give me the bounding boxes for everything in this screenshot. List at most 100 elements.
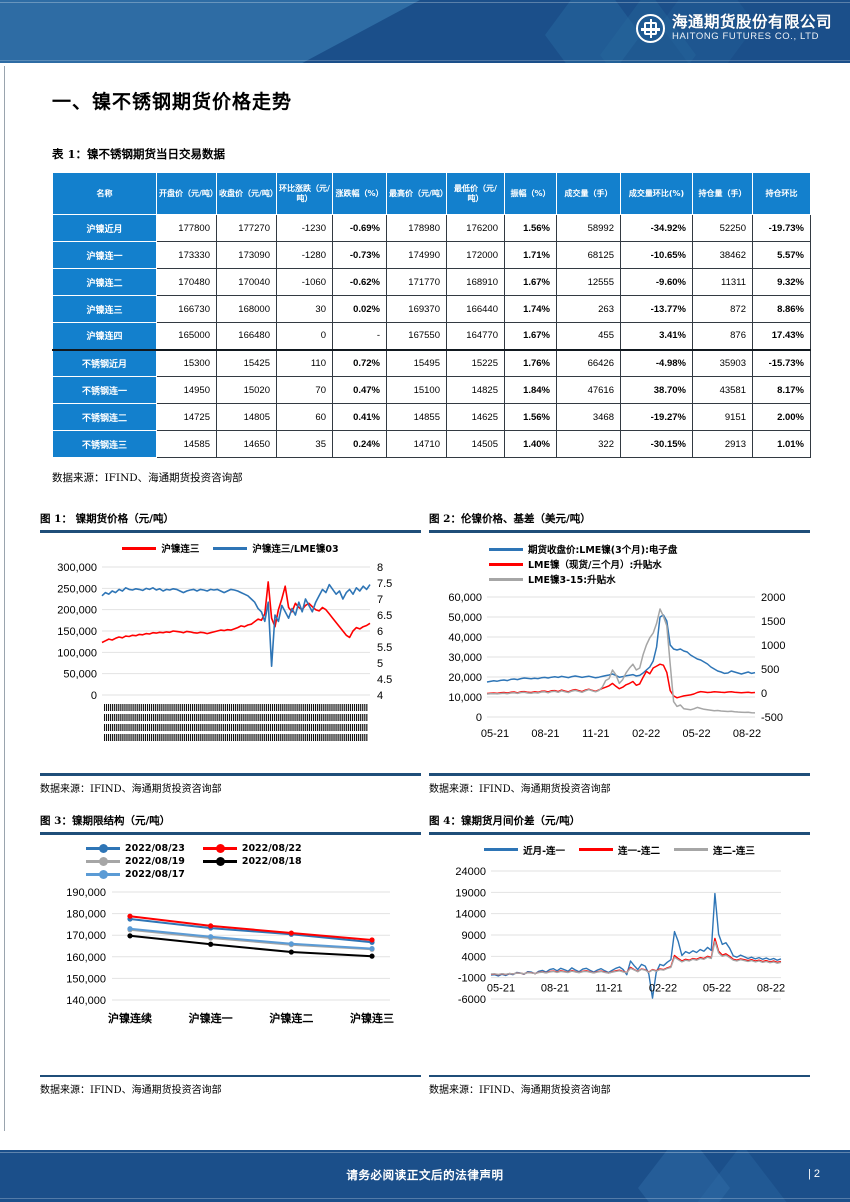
chart-1-title: 图 1： 镍期货价格（元/吨）	[40, 513, 174, 525]
chart-2-source: 数据来源：IFIND、海通期货投资咨询部	[429, 783, 611, 795]
chart-3-legend: 2022/08/23 2022/08/22 2022/08/19 2022/08…	[40, 835, 421, 882]
cell-amplitude: 1.71%	[504, 241, 557, 269]
cell-change-pct: -	[332, 322, 387, 350]
cell-close: 14805	[216, 403, 277, 431]
cell-volume: 47616	[556, 376, 621, 404]
cell-open: 165000	[156, 322, 217, 350]
col-close: 收盘价（元/吨）	[216, 172, 278, 215]
cell-change: -1060	[276, 268, 333, 296]
cell-change: 70	[276, 376, 333, 404]
table-row: 沪镍近月 177800 177270 -1230 -0.69% 178980 176200 1…	[52, 214, 811, 242]
svg-text:2000: 2000	[761, 592, 785, 604]
col-open: 开盘价（元/吨）	[156, 172, 218, 215]
legend-label: 连一-连二	[618, 845, 660, 857]
table-row: 沪镍连二 170480 170040 -1060 -0.62% 171770 168910 1…	[52, 268, 811, 296]
svg-text:05-22: 05-22	[683, 728, 711, 740]
svg-text:05-21: 05-21	[487, 982, 515, 994]
col-oi-change: 持仓环比	[752, 172, 811, 215]
svg-text:-1000: -1000	[458, 972, 486, 984]
legend-item: 2022/08/22	[202, 843, 302, 854]
banner-hairline-bottom	[0, 60, 850, 61]
cell-amplitude: 1.56%	[504, 214, 557, 242]
svg-text:沪镍连二: 沪镍连二	[269, 1011, 313, 1025]
cell-openinterest: 872	[692, 295, 753, 323]
cell-volume: 66426	[556, 348, 621, 377]
chart-1-plot-area: 沪镍连三 沪镍连三/LME镍03 0 50,000 100,000 150,000 20…	[40, 533, 421, 773]
legend-item: 2022/08/23	[86, 843, 185, 854]
svg-text:150,000: 150,000	[66, 973, 106, 985]
table-row: 不锈钢连二 14725 14805 60 0.41% 14855 14625 1.56% 346…	[52, 403, 811, 431]
chart-3-rule-top	[40, 831, 421, 835]
page-content: 一、镍不锈钢期货价格走势 表 1：镍不锈钢期货当日交易数据 名称 开盘价（元/吨…	[0, 63, 850, 1114]
page-header-banner: 海通期货股份有限公司 HAITONG FUTURES CO., LTD	[0, 0, 850, 63]
svg-text:160,000: 160,000	[66, 951, 106, 963]
cell-high: 15495	[386, 348, 447, 377]
cell-amplitude: 1.67%	[504, 322, 557, 350]
legend-swatch-red	[122, 546, 157, 550]
cell-amplitude: 1.76%	[504, 348, 557, 377]
table-row: 沪镍连一 173330 173090 -1280 -0.73% 174990 172000 1…	[52, 241, 811, 269]
cell-change-pct: 0.41%	[332, 403, 387, 431]
row-name: 沪镍连二	[52, 268, 157, 296]
cell-openinterest: 2913	[692, 430, 753, 458]
svg-text:6.5: 6.5	[377, 610, 392, 622]
charts-grid: 图 1： 镍期货价格（元/吨） 沪镍连三 沪镍连三/LME镍03 0 50,000…	[0, 511, 850, 1114]
svg-text:08-21: 08-21	[541, 982, 569, 994]
legend-item: 沪镍连三	[122, 541, 199, 555]
cell-change: 0	[276, 322, 333, 350]
cell-close: 166480	[216, 322, 277, 350]
svg-text:7: 7	[377, 594, 383, 606]
legend-item: LME镍（现货/三个月）:升贴水	[489, 557, 804, 571]
legend-item: LME镍3-15:升贴水	[489, 572, 804, 586]
banner-light-shape	[0, 0, 420, 63]
cell-high: 14855	[386, 403, 447, 431]
svg-text:-500: -500	[761, 712, 783, 724]
col-volume: 成交量（手）	[556, 172, 621, 215]
legend-label: 沪镍连三/LME镍03	[252, 544, 339, 555]
footer-hairline-bottom	[0, 1198, 850, 1199]
cell-open: 170480	[156, 268, 217, 296]
svg-text:6: 6	[377, 626, 383, 638]
chart-3-plot-area: 2022/08/23 2022/08/22 2022/08/19 2022/08…	[40, 834, 421, 1075]
legend-item: 2022/08/17	[86, 869, 185, 880]
svg-text:0: 0	[91, 690, 97, 702]
legend-label: 近月-连一	[523, 845, 566, 857]
col-name: 名称	[52, 172, 157, 215]
footer-notice: 请务必阅读正文后的法律声明	[346, 1168, 504, 1182]
cell-open: 15300	[156, 348, 217, 377]
cell-volume: 3468	[556, 403, 621, 431]
chart-1-rule-top	[40, 530, 421, 533]
table-row: 沪镍连四 165000 166480 0-167550 164770 1.67% 455 3.…	[52, 322, 811, 350]
legend-swatch-blue	[484, 848, 519, 851]
svg-text:250,000: 250,000	[57, 583, 97, 595]
table-caption: 表 1：镍不锈钢期货当日交易数据	[52, 147, 226, 161]
cell-high: 174990	[386, 241, 447, 269]
chart-3-rule-bottom	[40, 1074, 421, 1077]
svg-text:100,000: 100,000	[57, 647, 97, 659]
col-openinterest: 持仓量（手）	[692, 172, 753, 215]
chart-4-title: 图 4：镍期货月间价差（元/吨）	[429, 814, 581, 827]
cell-volume-change: -30.15%	[620, 430, 693, 458]
cell-change: 35	[276, 430, 333, 458]
legend-swatch-gray	[489, 577, 523, 581]
cell-openinterest: 38462	[692, 241, 753, 269]
cell-close: 177270	[216, 214, 277, 242]
cell-open: 14950	[156, 376, 217, 404]
cell-high: 178980	[386, 214, 447, 242]
cell-amplitude: 1.84%	[504, 376, 557, 404]
cell-volume-change: -10.65%	[620, 241, 693, 269]
row-name: 沪镍连三	[52, 295, 157, 323]
svg-text:30,000: 30,000	[448, 652, 482, 664]
cell-oi-change: 5.57%	[752, 241, 811, 269]
legend-swatch-gray	[86, 856, 120, 866]
svg-text:5: 5	[377, 658, 383, 670]
cell-close: 14650	[216, 430, 277, 458]
legend-item: 连一-连二	[579, 843, 660, 857]
svg-text:11-21: 11-21	[582, 728, 609, 740]
cell-volume-change: -13.77%	[620, 295, 693, 323]
cell-amplitude: 1.40%	[504, 430, 557, 458]
col-low: 最低价（元/吨）	[446, 172, 505, 215]
table-body: 沪镍近月 177800 177270 -1230 -0.69% 178980 176200 1…	[52, 214, 811, 458]
svg-text:19000: 19000	[455, 887, 486, 899]
svg-text:150,000: 150,000	[57, 626, 97, 638]
